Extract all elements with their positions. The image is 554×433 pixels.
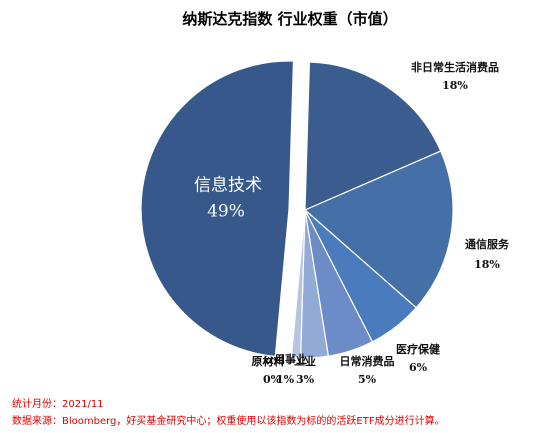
slice-label: 日常消费品 xyxy=(340,354,395,368)
note: 数据来源：Bloomberg，好买基金研究中心；权重使用以该指数为标的的活跃ET… xyxy=(12,414,445,427)
value-label: 18% xyxy=(442,79,468,92)
pie-slice xyxy=(140,60,295,358)
value-label: 18% xyxy=(474,258,500,271)
value-label: 3% xyxy=(296,373,315,386)
chart-title: 纳斯达克指数 行业权重（市值） xyxy=(182,10,397,28)
pie-slice xyxy=(304,61,442,211)
slice-label: 信息技术 xyxy=(194,176,262,196)
note: 统计月份：2021/11 xyxy=(12,397,104,410)
value-label: 6% xyxy=(409,361,428,374)
pie-slice xyxy=(303,150,454,309)
value-label: 49% xyxy=(207,202,245,222)
slice-label: 医疗保健 xyxy=(396,342,441,356)
slice-label: 通信服务 xyxy=(465,237,510,251)
value-label: 1% xyxy=(276,373,295,386)
slice-label: 原材料 xyxy=(252,354,285,368)
value-label: 5% xyxy=(358,373,377,386)
value-label: 0% xyxy=(263,373,282,386)
slice-label: 非日常生活消费品 xyxy=(411,60,499,74)
